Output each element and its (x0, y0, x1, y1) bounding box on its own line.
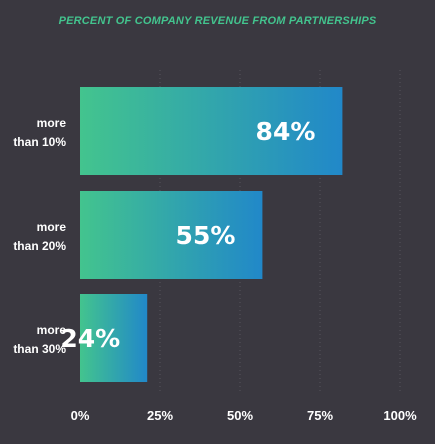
x-tick-label: 75% (307, 408, 333, 423)
bar (80, 294, 148, 382)
category-label: more than 20% (13, 220, 66, 253)
category-label: more than 30% (13, 323, 66, 356)
value-label: 55% (176, 221, 236, 250)
bar (80, 191, 263, 279)
labels: 0% 25% 50% 75% 100% more than 10% 84% more than 2… (13, 116, 417, 423)
value-label: 84% (256, 117, 316, 146)
x-tick-label: 100% (383, 408, 417, 423)
x-tick-label: 0% (71, 408, 90, 423)
x-tick-label: 25% (147, 408, 173, 423)
chart-title: PERCENT OF COMPANY REVENUE FROM PARTNERS… (58, 15, 377, 27)
bars (80, 87, 343, 382)
x-tick-label: 50% (227, 408, 253, 423)
bar (80, 87, 343, 175)
value-label: 24% (60, 324, 120, 353)
category-label: more than 10% (13, 116, 66, 149)
